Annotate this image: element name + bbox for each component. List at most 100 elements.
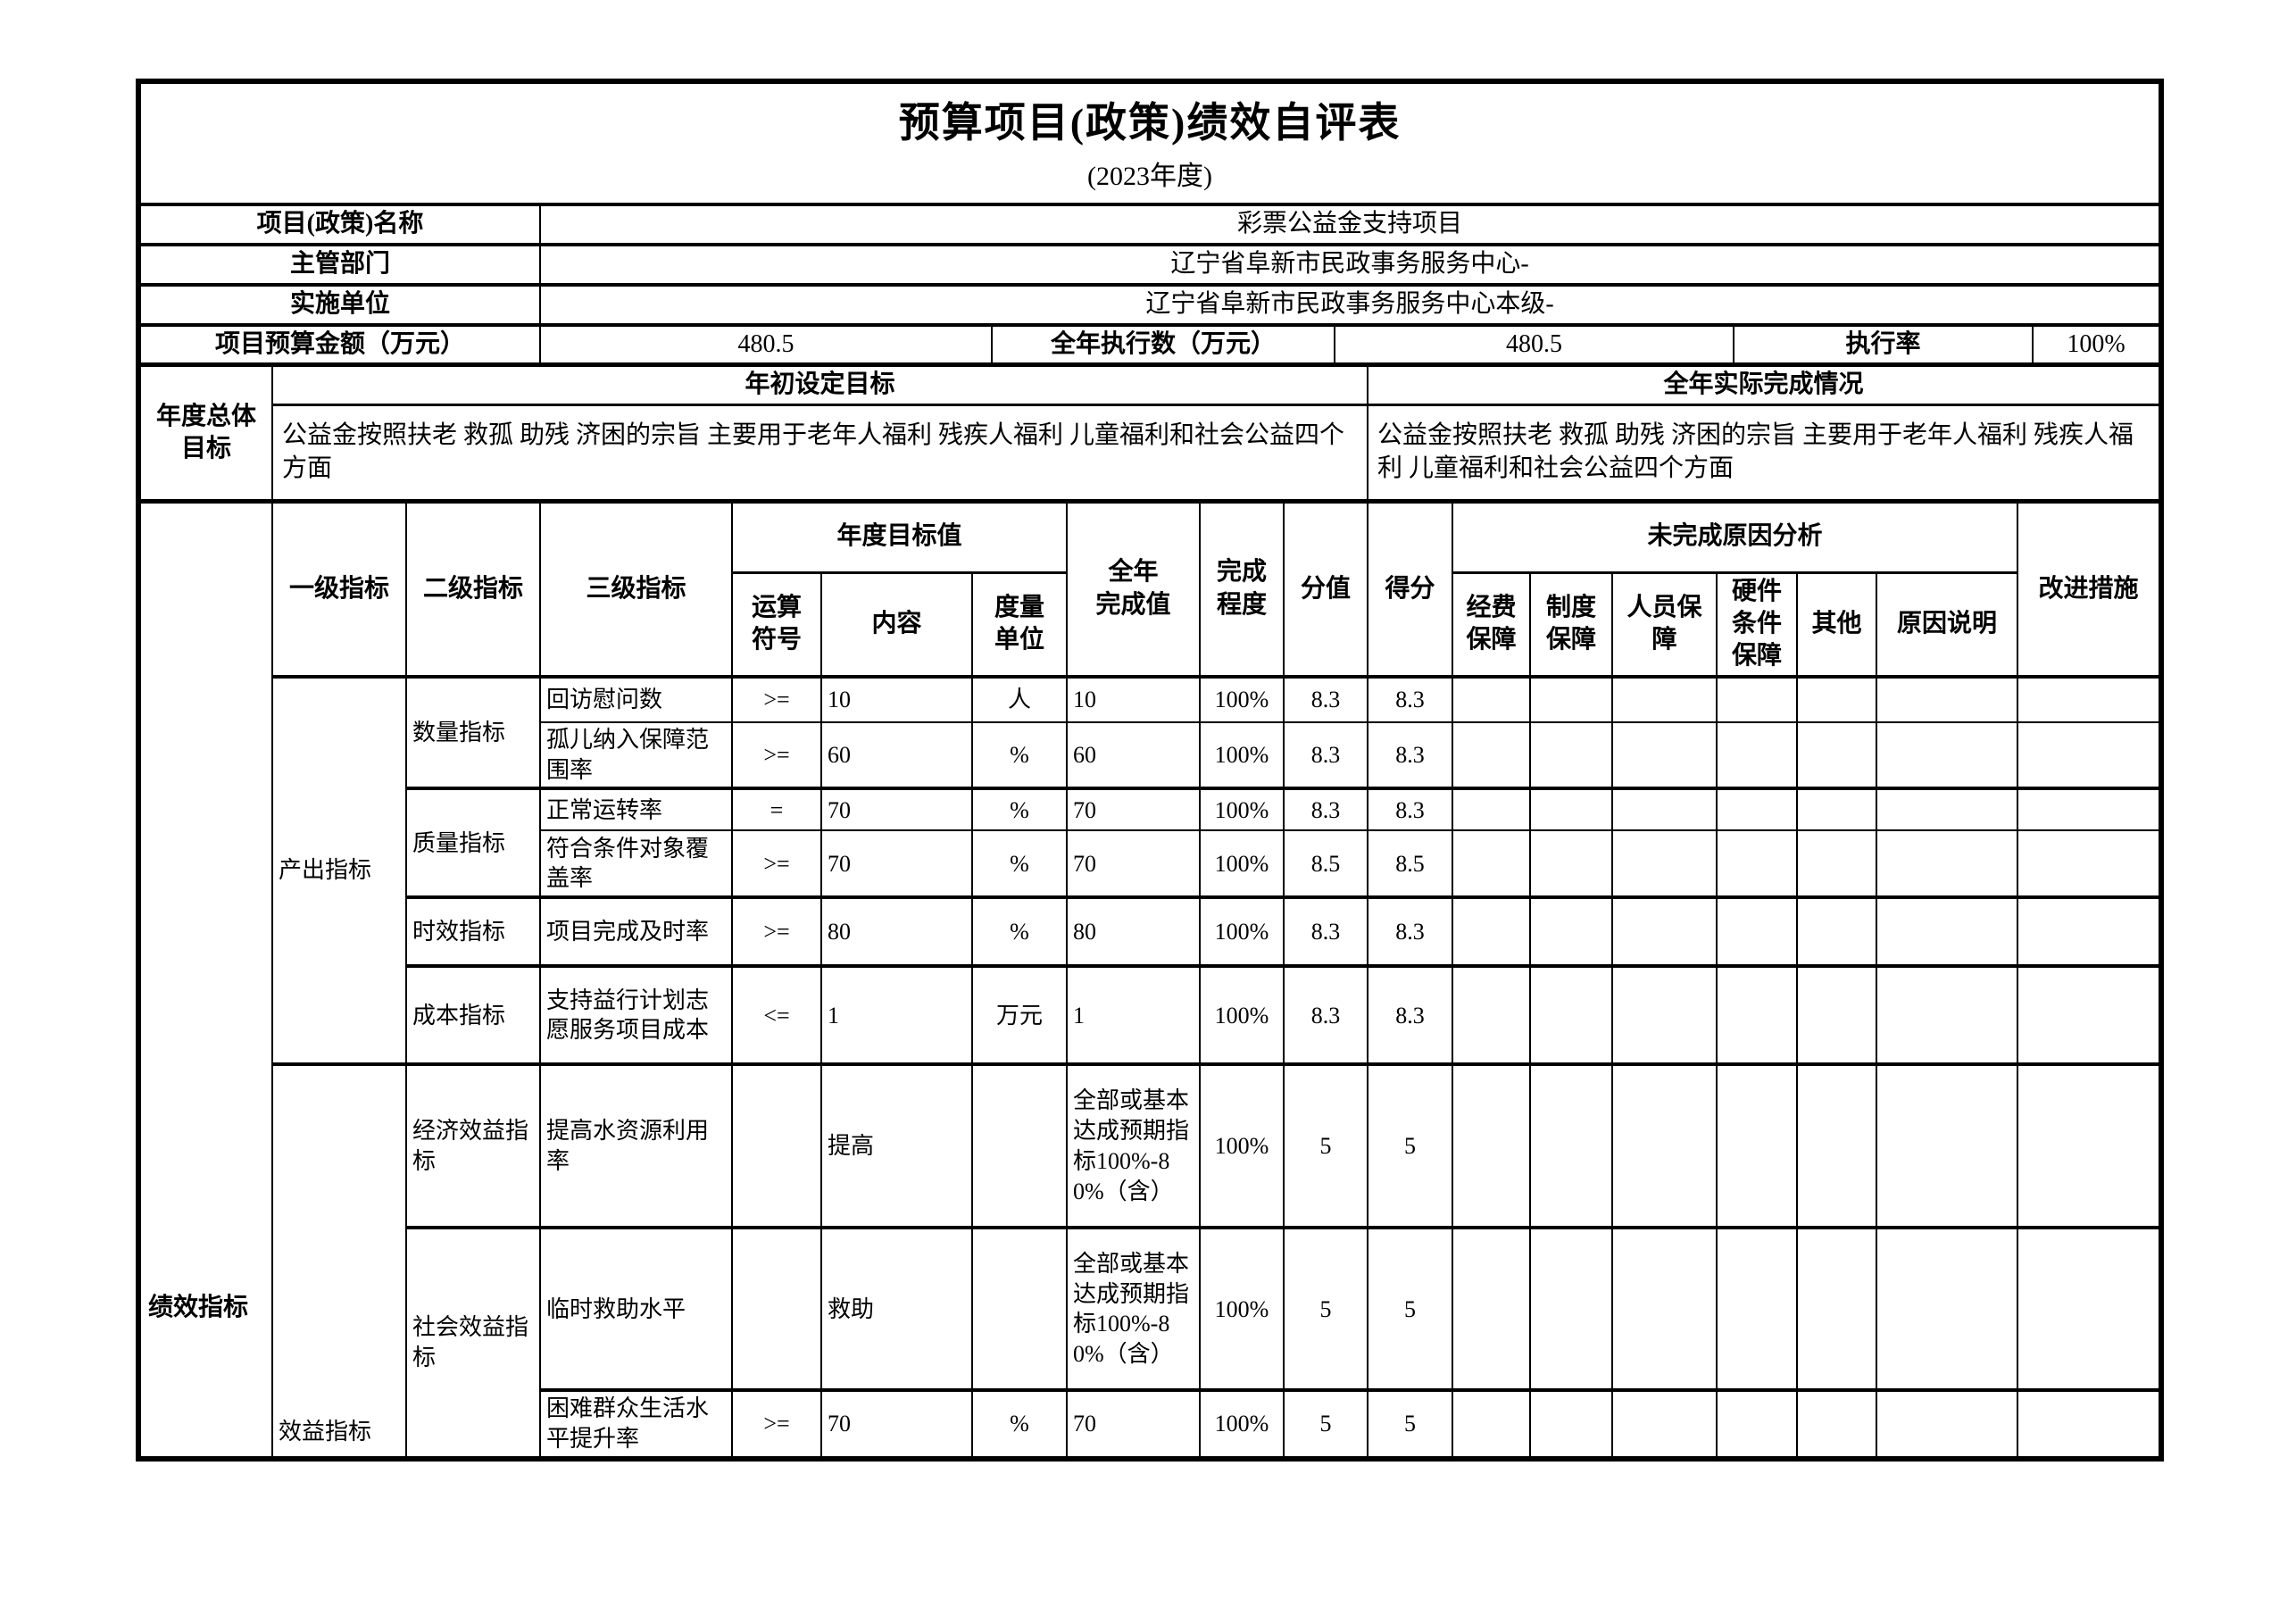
header-improve: 改进措施 [2016,498,2163,678]
score-cell: 8.3 [1283,720,1368,790]
level2-economic-cell: 经济效益指标 [405,1062,541,1229]
analysis-hardware-cell [1716,1226,1798,1392]
analysis-staff-cell [1611,895,1718,968]
operator-cell: >= [731,895,822,968]
rate-value: 100% [2031,322,2163,366]
analysis-reason-cell [1876,787,2018,832]
target-content-cell: 10 [820,674,973,723]
execution-label: 全年执行数（万元） [991,322,1335,366]
unit-cell: 人 [971,674,1068,723]
analysis-hardware-cell [1716,1062,1798,1229]
analysis-other-cell [1796,720,1877,790]
degree-cell: 100% [1199,964,1285,1066]
unit-cell: % [971,1388,1068,1461]
unit-cell: % [971,895,1068,968]
annual-value-cell: 60 [1066,720,1201,790]
degree-cell: 100% [1199,674,1285,723]
improve-cell [2016,964,2163,1066]
improve-cell [2016,787,2163,832]
target-content-cell: 70 [820,787,973,832]
analysis-hardware-cell [1716,829,1798,899]
score-cell: 8.3 [1283,895,1368,968]
department-value: 辽宁省阜新市民政事务服务中心- [538,242,2163,286]
header-fund: 经费 保障 [1452,570,1531,678]
unit-label: 实施单位 [137,282,541,326]
level2-quantity-cell: 数量指标 [405,674,541,790]
title-block: 预算项目(政策)绩效自评表 (2023年度) [137,80,2163,205]
analysis-staff-cell [1611,829,1718,899]
header-level1: 一级指标 [271,498,407,678]
department-label: 主管部门 [137,242,541,286]
analysis-hardware-cell [1716,720,1798,790]
analysis-staff-cell [1611,720,1718,790]
budget-label: 项目预算金额（万元） [137,322,541,366]
level2-quality-cell: 质量指标 [405,787,541,899]
indicator-name-cell: 困难群众生活水平提升率 [539,1388,733,1461]
score-cell: 8.3 [1283,674,1368,723]
improve-cell [2016,1226,2163,1392]
header-reason: 原因说明 [1876,570,2018,678]
actual-goal-header: 全年实际完成情况 [1366,362,2163,406]
operator-cell [731,1226,822,1392]
analysis-system-cell [1529,787,1613,832]
header-score: 分值 [1283,498,1368,678]
analysis-reason-cell [1876,1062,2018,1229]
got-cell: 8.3 [1367,720,1453,790]
header-system: 制度 保障 [1529,570,1613,678]
indicator-name-cell: 回访慰问数 [539,674,733,723]
improve-cell [2016,1388,2163,1461]
target-content-cell: 70 [820,829,973,899]
indicator-name-cell: 提高水资源利用率 [539,1062,733,1229]
target-content-cell: 60 [820,720,973,790]
header-unit: 度量 单位 [971,570,1068,678]
got-cell: 5 [1367,1062,1453,1229]
analysis-system-cell [1529,1388,1613,1461]
analysis-reason-cell [1876,964,2018,1066]
operator-cell: >= [731,674,822,723]
analysis-hardware-cell [1716,674,1798,723]
project-name-value: 彩票公益金支持项目 [538,202,2163,246]
analysis-other-cell [1796,895,1877,968]
analysis-reason-cell [1876,674,2018,723]
header-got: 得分 [1367,498,1453,678]
unit-cell: % [971,720,1068,790]
analysis-reason-cell [1876,720,2018,790]
got-cell: 8.3 [1367,674,1453,723]
header-staff: 人员保障 [1611,570,1718,678]
analysis-system-cell [1529,674,1613,723]
analysis-hardware-cell [1716,1388,1798,1461]
got-cell: 8.3 [1367,787,1453,832]
performance-section-label: 绩效指标 [137,498,273,1461]
improve-cell [2016,674,2163,723]
analysis-staff-cell [1611,1062,1718,1229]
header-target-group: 年度目标值 [731,498,1068,574]
analysis-reason-cell [1876,1226,2018,1392]
operator-cell: >= [731,720,822,790]
annual-value-cell: 70 [1066,1388,1201,1461]
project-name-label: 项目(政策)名称 [137,202,541,246]
degree-cell: 100% [1199,1062,1285,1229]
analysis-staff-cell [1611,1388,1718,1461]
indicator-name-cell: 临时救助水平 [539,1226,733,1392]
header-content: 内容 [820,570,973,678]
indicator-name-cell: 支持益行计划志愿服务项目成本 [539,964,733,1066]
target-content-cell: 提高 [820,1062,973,1229]
header-hardware: 硬件 条件 保障 [1716,570,1798,678]
operator-cell: >= [731,1388,822,1461]
analysis-other-cell [1796,1388,1877,1461]
analysis-reason-cell [1876,895,2018,968]
unit-cell: % [971,829,1068,899]
indicator-name-cell: 正常运转率 [539,787,733,832]
analysis-reason-cell [1876,829,2018,899]
page-subtitle: (2023年度) [1087,161,1213,191]
analysis-fund-cell [1452,895,1531,968]
got-cell: 5 [1367,1226,1453,1392]
level1-benefit-cell: 效益指标 [271,1062,407,1461]
analysis-hardware-cell [1716,895,1798,968]
header-operator: 运算 符号 [731,570,822,678]
score-cell: 8.3 [1283,787,1368,832]
score-cell: 5 [1283,1388,1368,1461]
analysis-hardware-cell [1716,787,1798,832]
degree-cell: 100% [1199,720,1285,790]
analysis-other-cell [1796,829,1877,899]
